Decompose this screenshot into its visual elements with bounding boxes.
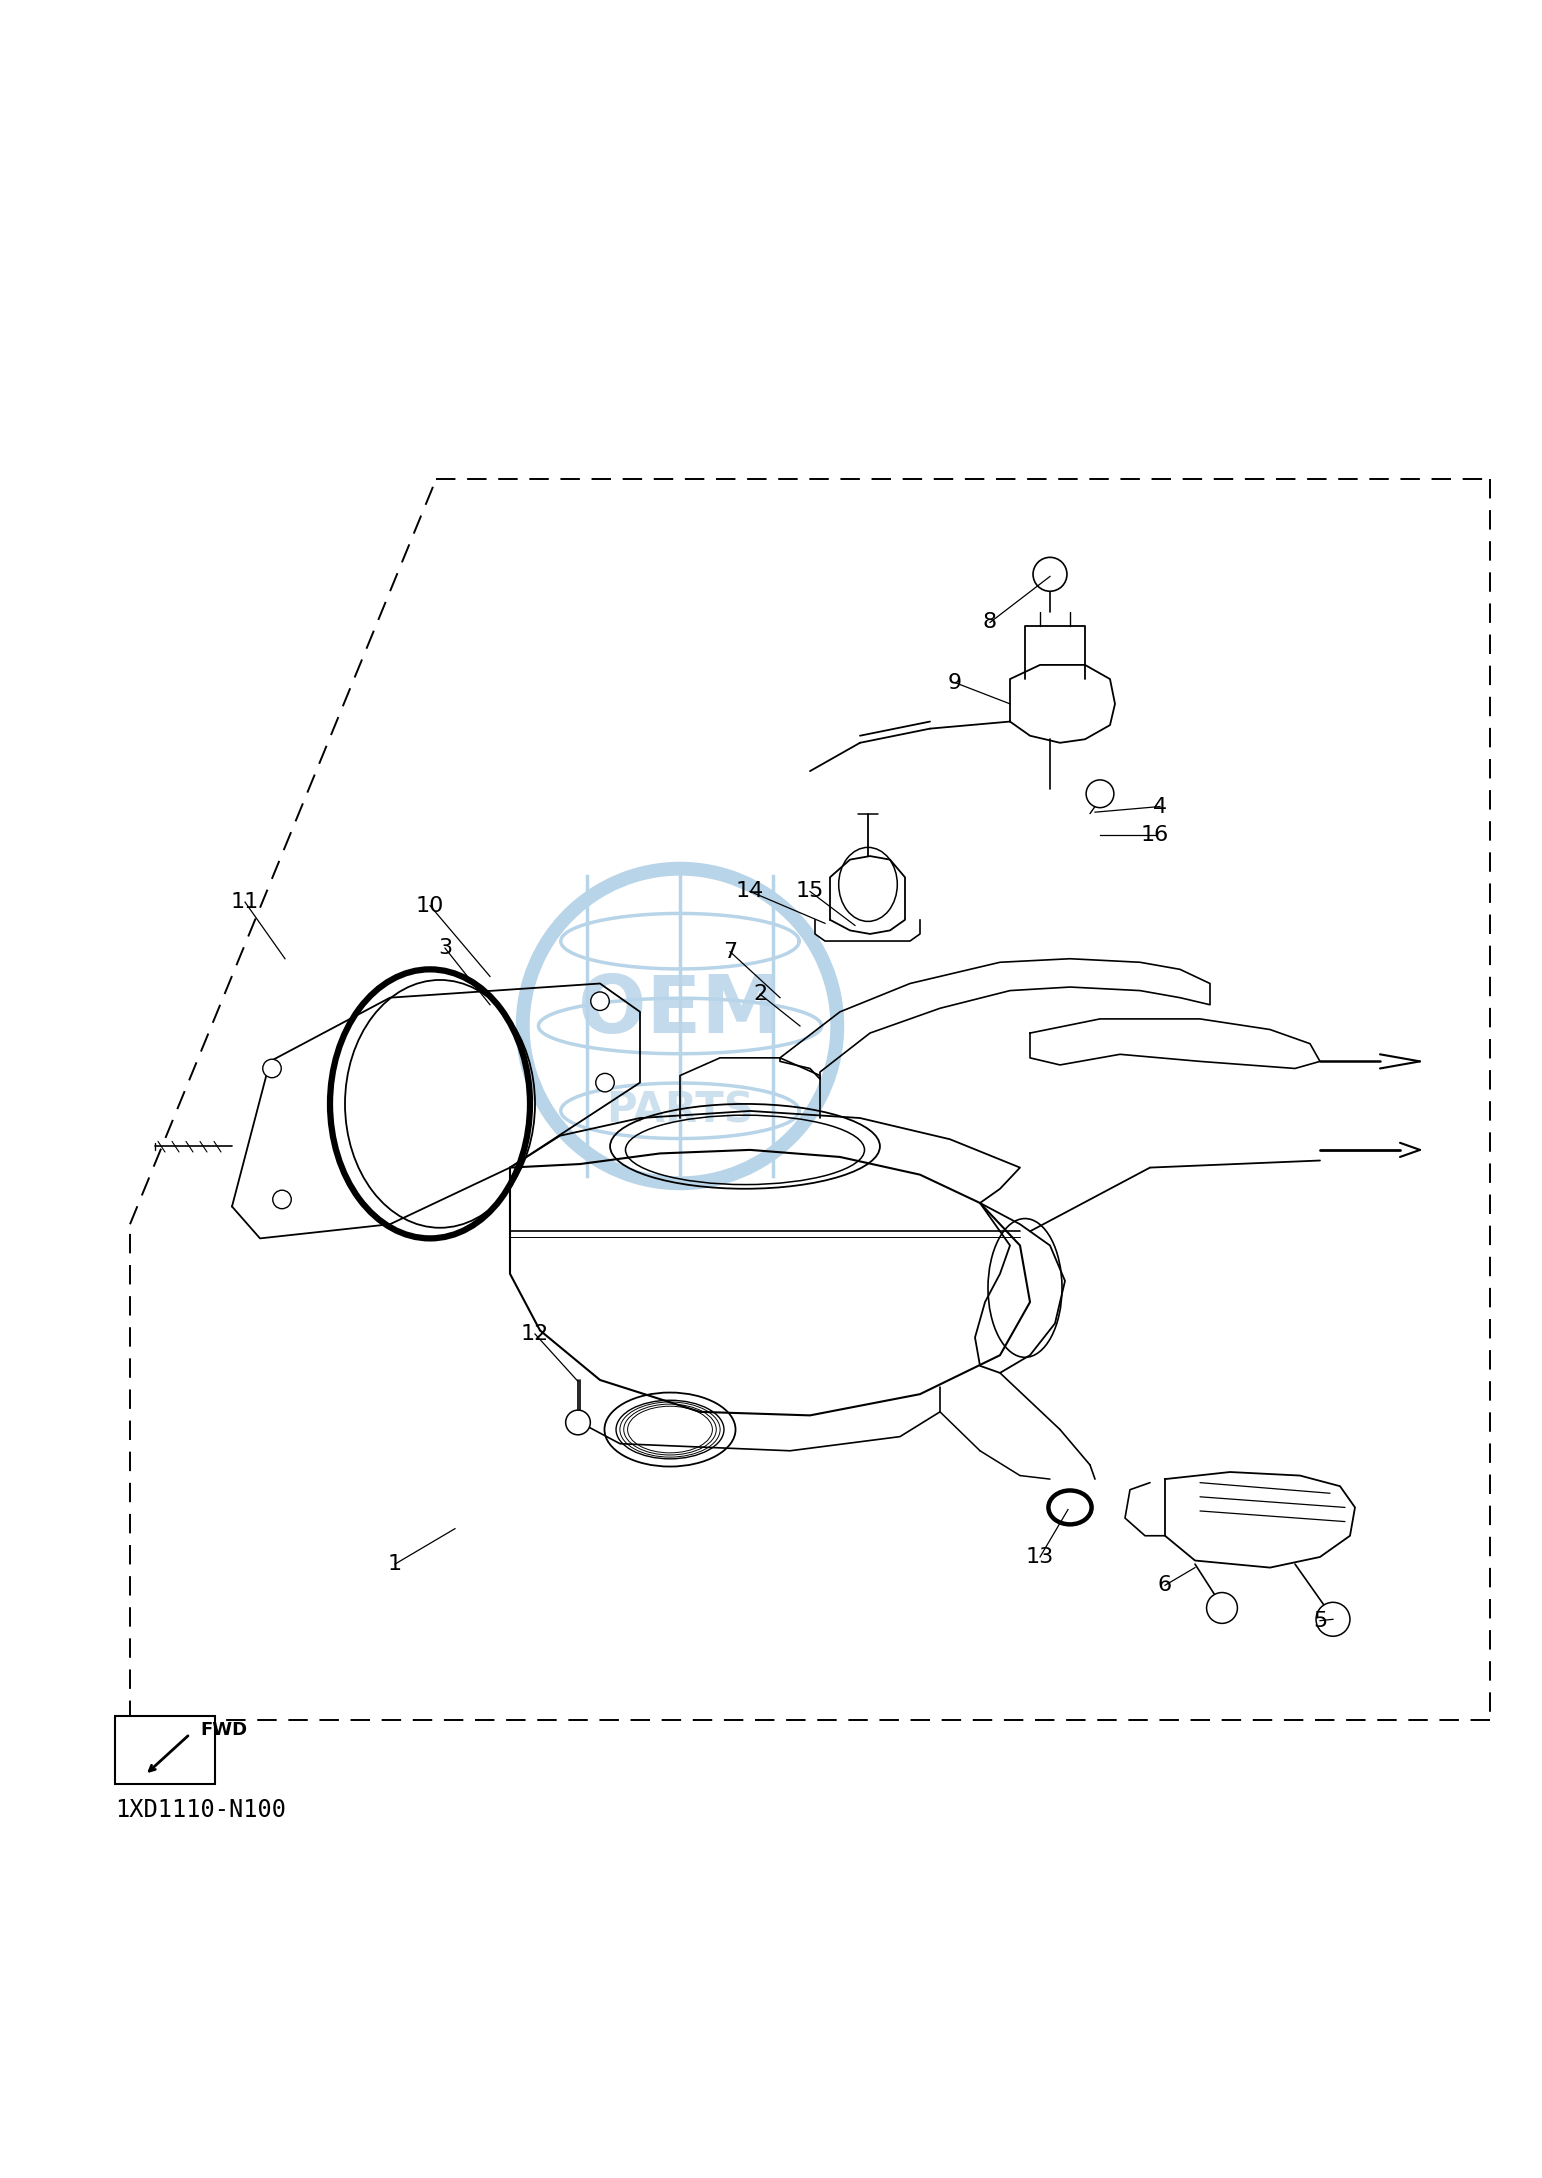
FancyBboxPatch shape <box>116 1716 214 1784</box>
Circle shape <box>1086 780 1113 808</box>
Text: 12: 12 <box>521 1324 549 1344</box>
Text: FWD: FWD <box>200 1721 247 1740</box>
Text: 10: 10 <box>416 895 444 915</box>
Circle shape <box>591 991 609 1011</box>
Circle shape <box>1033 558 1067 590</box>
Circle shape <box>1315 1603 1349 1636</box>
Text: 2: 2 <box>752 984 766 1004</box>
Text: 15: 15 <box>796 882 823 902</box>
Text: 8: 8 <box>982 612 998 632</box>
Text: 14: 14 <box>736 882 765 902</box>
Circle shape <box>273 1189 291 1209</box>
Circle shape <box>1206 1592 1237 1623</box>
Text: 3: 3 <box>438 939 452 958</box>
Circle shape <box>595 1074 614 1091</box>
Circle shape <box>566 1409 591 1435</box>
Text: 13: 13 <box>1025 1546 1055 1566</box>
Text: 1: 1 <box>389 1555 402 1575</box>
Circle shape <box>262 1059 281 1078</box>
Text: 6: 6 <box>1158 1575 1172 1594</box>
Text: 9: 9 <box>948 673 962 693</box>
Text: 5: 5 <box>1312 1612 1328 1631</box>
Text: 1XD1110-N100: 1XD1110-N100 <box>116 1797 285 1821</box>
Text: 4: 4 <box>1153 797 1167 817</box>
Text: 11: 11 <box>231 893 259 913</box>
Text: 7: 7 <box>723 941 737 963</box>
Text: PARTS: PARTS <box>606 1089 754 1133</box>
Text: 16: 16 <box>1141 825 1169 845</box>
Text: OEM: OEM <box>578 971 782 1050</box>
